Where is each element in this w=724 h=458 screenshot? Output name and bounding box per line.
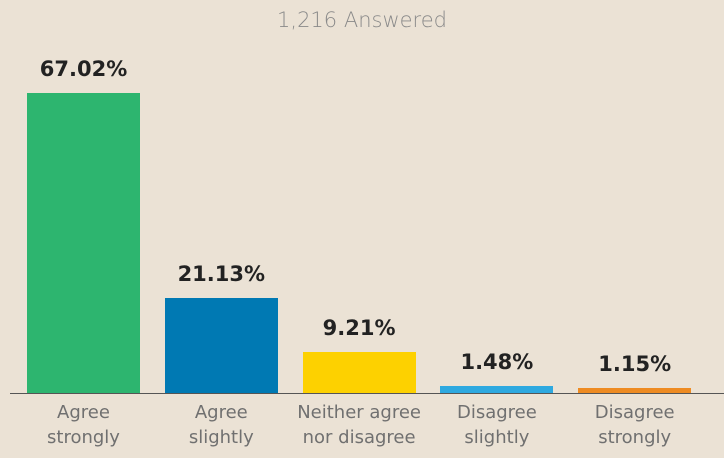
value-label: 1.15%	[598, 351, 672, 376]
x-tick-label: Neither agree nor disagree	[297, 402, 421, 448]
value-label: 9.21%	[322, 315, 396, 340]
bar	[578, 387, 692, 393]
chart-title: 1,216 Answered	[277, 8, 447, 32]
value-label: 21.13%	[177, 262, 266, 287]
x-tick-label: Agree strongly	[47, 402, 120, 448]
bar	[27, 93, 140, 393]
x-tick-label: Disagree strongly	[594, 402, 675, 448]
bar	[302, 351, 416, 393]
bar	[440, 386, 554, 393]
value-label: 1.48%	[460, 350, 534, 375]
bar	[164, 298, 278, 393]
x-tick-label: Disagree slightly	[456, 402, 537, 448]
baseline	[10, 393, 724, 394]
value-label: 67.02%	[39, 57, 128, 81]
x-tick-label: Agree slightly	[188, 402, 254, 448]
